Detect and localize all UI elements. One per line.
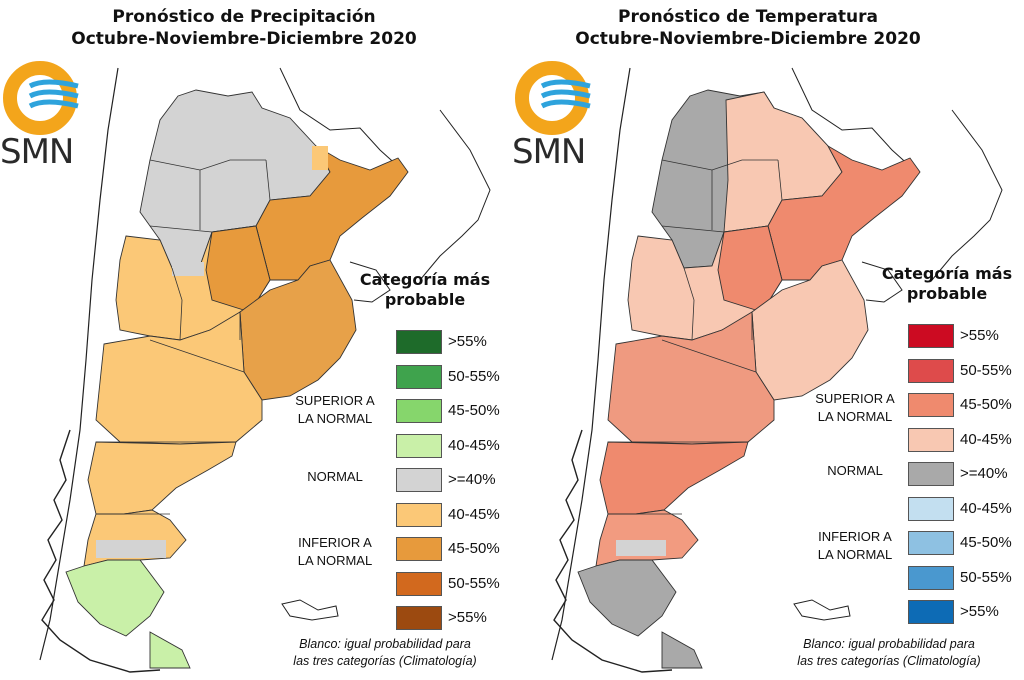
- chile-fjords: [41, 429, 161, 673]
- legend-swatch: [908, 600, 954, 624]
- malvinas-islands: [281, 599, 339, 621]
- legend-label: >55%: [448, 333, 487, 350]
- legend-label: 50-55%: [448, 367, 500, 385]
- logo-text: SMN: [512, 132, 586, 172]
- precipitation-fields: [65, 89, 409, 669]
- region-southern-tip: [65, 559, 165, 637]
- uruguay-border-line: [861, 261, 903, 303]
- legend-label: 40-45%: [448, 436, 500, 454]
- logo-orange-ring: [3, 61, 77, 135]
- legend-label: >=40%: [448, 471, 496, 488]
- temperature-map: [551, 67, 1003, 673]
- legend-label: >55%: [960, 327, 999, 344]
- legend-title: Categoría más probable: [350, 270, 500, 310]
- legend-label: 50-55%: [960, 568, 1012, 586]
- logo-blue-wave: [540, 99, 591, 109]
- logo-blue-wave: [540, 79, 591, 89]
- chile-border-line: [39, 67, 119, 661]
- legend-label: 45-50%: [448, 402, 500, 419]
- logo-blue-wave: [28, 79, 79, 89]
- legend-label: 40-45%: [448, 505, 500, 523]
- legend-label: 45-50%: [960, 534, 1012, 551]
- logo-blue-wave: [540, 89, 591, 99]
- legend-title-line-2: probable: [906, 284, 988, 303]
- title-line-1: Pronóstico de Temperatura: [618, 7, 878, 27]
- legend-swatch: [908, 531, 954, 555]
- legend-title: Categoría más probable: [872, 264, 1022, 304]
- logo-orange-ring: [515, 61, 589, 135]
- legend-swatch: [908, 565, 954, 590]
- precipitation-forecast-panel: Pronóstico de Precipitación Octubre-Novi…: [0, 6, 500, 673]
- grey-patch: [172, 262, 204, 276]
- region-tierra-del-fuego: [661, 631, 703, 669]
- legend-swatch: [908, 358, 954, 383]
- legend-label: 45-50%: [960, 396, 1012, 413]
- legend-swatch: [396, 502, 442, 527]
- grey-patch: [616, 540, 666, 556]
- logo-blue-wave: [28, 89, 79, 99]
- legend-label: 50-55%: [960, 361, 1012, 379]
- region-southern-tip: [577, 559, 677, 637]
- title-line-2: Octubre-Noviembre-Diciembre 2020: [575, 29, 921, 49]
- category-normal: NORMAL: [827, 463, 883, 478]
- uruguay-border-line: [349, 261, 391, 303]
- title-line-2: Octubre-Noviembre-Diciembre 2020: [71, 29, 417, 49]
- temperature-forecast-panel: Pronóstico de Temperatura Octubre-Noviem…: [512, 0, 1024, 680]
- brazil-coast-line: [931, 109, 1003, 281]
- legend-label: 50-55%: [448, 574, 500, 592]
- category-normal: NORMAL: [307, 469, 363, 484]
- category-below-normal: INFERIOR A LA NORMAL: [297, 535, 373, 568]
- chile-border-line: [551, 67, 631, 661]
- legend-swatch: [908, 462, 954, 486]
- logo-blue-wave: [28, 99, 79, 109]
- region-tierra-del-fuego: [149, 631, 191, 669]
- white-note: Blanco: igual probabilidad para las tres…: [293, 637, 477, 668]
- logo-text: SMN: [0, 132, 74, 172]
- legend-label: 45-50%: [448, 540, 500, 557]
- legend-swatch: [908, 496, 954, 521]
- legend-swatch: [908, 324, 954, 348]
- legend-label: >55%: [960, 603, 999, 620]
- category-below-normal: INFERIOR A LA NORMAL: [817, 529, 893, 562]
- title-line-1: Pronóstico de Precipitación: [112, 7, 376, 27]
- legend-swatch: [396, 399, 442, 423]
- legend-swatch: [396, 364, 442, 389]
- legend-label: 40-45%: [960, 499, 1012, 517]
- legend-swatch: [396, 330, 442, 354]
- legend-title-line-1: Categoría más: [359, 270, 491, 289]
- category-above-normal: SUPERIOR A LA NORMAL: [295, 393, 375, 426]
- legend-title-line-1: Categoría más: [881, 264, 1013, 283]
- legend-swatch: [396, 537, 442, 561]
- precipitation-map: [39, 67, 491, 673]
- legend-label: >55%: [448, 609, 487, 626]
- region-patagonia-north: [87, 441, 237, 515]
- neighbor-border-line: [279, 67, 401, 169]
- legend-swatch: [396, 571, 442, 596]
- temperature-map-title: Pronóstico de Temperatura Octubre-Noviem…: [512, 6, 1004, 50]
- smn-logo: [3, 61, 79, 135]
- precipitation-map-title: Pronóstico de Precipitación Octubre-Novi…: [0, 6, 500, 50]
- legend-swatch: [396, 433, 442, 458]
- legend-label: 40-45%: [960, 430, 1012, 448]
- legend-swatch: [396, 606, 442, 630]
- chile-fjords: [553, 429, 673, 673]
- region-patagonia-north: [599, 441, 749, 515]
- province-borders: [96, 159, 271, 515]
- legend-label: >=40%: [960, 465, 1008, 482]
- grey-patch: [312, 146, 328, 170]
- malvinas-islands: [793, 599, 851, 621]
- region-patagonia-south: [595, 509, 699, 567]
- legend-title-line-2: probable: [384, 290, 466, 309]
- temperature-fields: [577, 89, 921, 669]
- brazil-coast-line: [419, 109, 491, 281]
- grey-patch: [96, 540, 166, 558]
- smn-logo: [515, 61, 591, 135]
- legend-swatch: [908, 393, 954, 417]
- legend-swatch: [908, 427, 954, 452]
- neighbor-border-line: [791, 67, 913, 169]
- white-note: Blanco: igual probabilidad para las tres…: [797, 637, 981, 668]
- category-above-normal: SUPERIOR A LA NORMAL: [815, 391, 895, 424]
- legend-swatch: [396, 468, 442, 492]
- province-borders: [608, 159, 783, 515]
